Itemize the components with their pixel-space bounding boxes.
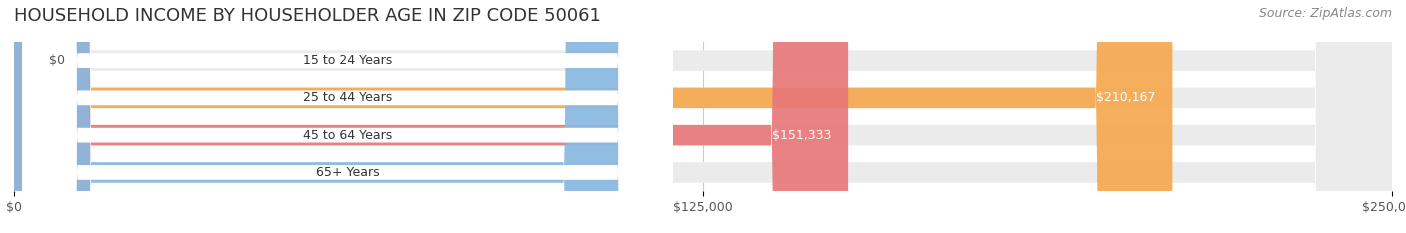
FancyBboxPatch shape [14, 0, 1392, 233]
FancyBboxPatch shape [22, 0, 672, 233]
Text: 45 to 64 Years: 45 to 64 Years [302, 129, 392, 142]
Text: 65+ Years: 65+ Years [316, 166, 380, 179]
FancyBboxPatch shape [22, 0, 672, 233]
Text: $151,333: $151,333 [772, 129, 831, 142]
FancyBboxPatch shape [14, 0, 1392, 233]
Text: 15 to 24 Years: 15 to 24 Years [302, 54, 392, 67]
Text: Source: ZipAtlas.com: Source: ZipAtlas.com [1258, 7, 1392, 20]
FancyBboxPatch shape [14, 0, 848, 233]
Text: 25 to 44 Years: 25 to 44 Years [302, 91, 392, 104]
FancyBboxPatch shape [22, 0, 672, 233]
Text: $210,167: $210,167 [1097, 91, 1156, 104]
FancyBboxPatch shape [14, 0, 1173, 233]
FancyBboxPatch shape [14, 0, 1392, 233]
FancyBboxPatch shape [22, 0, 672, 233]
Text: $0: $0 [48, 54, 65, 67]
FancyBboxPatch shape [14, 0, 1392, 233]
Text: $113,652: $113,652 [565, 166, 624, 179]
Text: HOUSEHOLD INCOME BY HOUSEHOLDER AGE IN ZIP CODE 50061: HOUSEHOLD INCOME BY HOUSEHOLDER AGE IN Z… [14, 7, 600, 25]
FancyBboxPatch shape [14, 0, 641, 233]
